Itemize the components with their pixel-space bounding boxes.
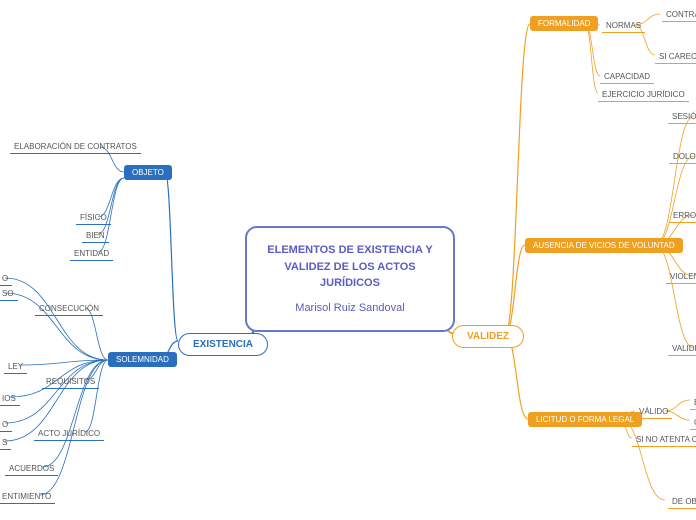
leaf-14[interactable]: ENTIMIENTO bbox=[0, 490, 55, 504]
sub-ausencia[interactable]: AUSENCIA DE VICIOS DE VOLUNTAD bbox=[525, 238, 683, 253]
leaf-10[interactable]: O bbox=[0, 418, 12, 432]
leaf-22[interactable]: ERROR bbox=[669, 209, 696, 223]
leaf-0[interactable]: ELABORACIÓN DE CONTRATOS bbox=[10, 140, 141, 154]
leaf-20[interactable]: SESIÓN bbox=[668, 110, 696, 124]
leaf-11[interactable]: ACTO JURÍDICO bbox=[34, 427, 104, 441]
leaf-5[interactable]: SO bbox=[0, 287, 18, 301]
leaf-26[interactable]: E bbox=[690, 396, 696, 410]
branch-existencia[interactable]: EXISTENCIA bbox=[178, 333, 268, 356]
leaf-1[interactable]: FÍSICO bbox=[76, 211, 111, 225]
leaf-25[interactable]: VÁLIDO bbox=[635, 405, 672, 419]
leaf-16[interactable]: CONTRATOS bbox=[662, 8, 696, 22]
leaf-12[interactable]: S bbox=[0, 436, 11, 450]
leaf-4[interactable]: O bbox=[0, 272, 12, 286]
leaf-18[interactable]: CAPACIDAD bbox=[600, 70, 654, 84]
leaf-15[interactable]: NORMAS bbox=[602, 19, 645, 33]
leaf-28[interactable]: SI NO ATENTA CONT bbox=[632, 433, 696, 447]
leaf-6[interactable]: CONSECUCIÓN bbox=[35, 302, 103, 316]
leaf-2[interactable]: BIEN bbox=[82, 229, 109, 243]
leaf-29[interactable]: DE OBR bbox=[668, 495, 696, 509]
leaf-3[interactable]: ENTIDAD bbox=[70, 247, 113, 261]
leaf-13[interactable]: ACUERDOS bbox=[5, 462, 58, 476]
leaf-9[interactable]: IOS bbox=[0, 392, 20, 406]
leaf-8[interactable]: REQUISITOS bbox=[42, 375, 99, 389]
leaf-17[interactable]: SI CARECE D bbox=[655, 50, 696, 64]
leaf-7[interactable]: LEY bbox=[4, 360, 27, 374]
sub-objeto[interactable]: OBJETO bbox=[124, 165, 172, 180]
leaf-21[interactable]: DOLO bbox=[669, 150, 696, 164]
center-title-2: VALIDEZ DE LOS ACTOS bbox=[267, 259, 433, 276]
center-title-1: ELEMENTOS DE EXISTENCIA Y bbox=[267, 242, 433, 259]
sub-formalidad[interactable]: FORMALIDAD bbox=[530, 16, 598, 31]
center-node[interactable]: ELEMENTOS DE EXISTENCIA YVALIDEZ DE LOS … bbox=[245, 226, 455, 332]
sub-licitud[interactable]: LICITUD O FORMA LEGAL bbox=[528, 412, 642, 427]
leaf-19[interactable]: EJERCICIO JURÍDICO bbox=[598, 88, 689, 102]
center-title-3: JURÍDICOS bbox=[267, 275, 433, 292]
leaf-24[interactable]: VALIDEZ bbox=[668, 342, 696, 356]
sub-solemnidad[interactable]: SOLEMNIDAD bbox=[108, 352, 177, 367]
leaf-27[interactable]: C bbox=[690, 416, 696, 430]
mindmap-canvas: ELEMENTOS DE EXISTENCIA YVALIDEZ DE LOS … bbox=[0, 0, 696, 520]
leaf-23[interactable]: VIOLENC bbox=[666, 270, 696, 284]
branch-validez[interactable]: VALIDEZ bbox=[452, 325, 524, 348]
center-author: Marisol Ruiz Sandoval bbox=[267, 300, 433, 317]
